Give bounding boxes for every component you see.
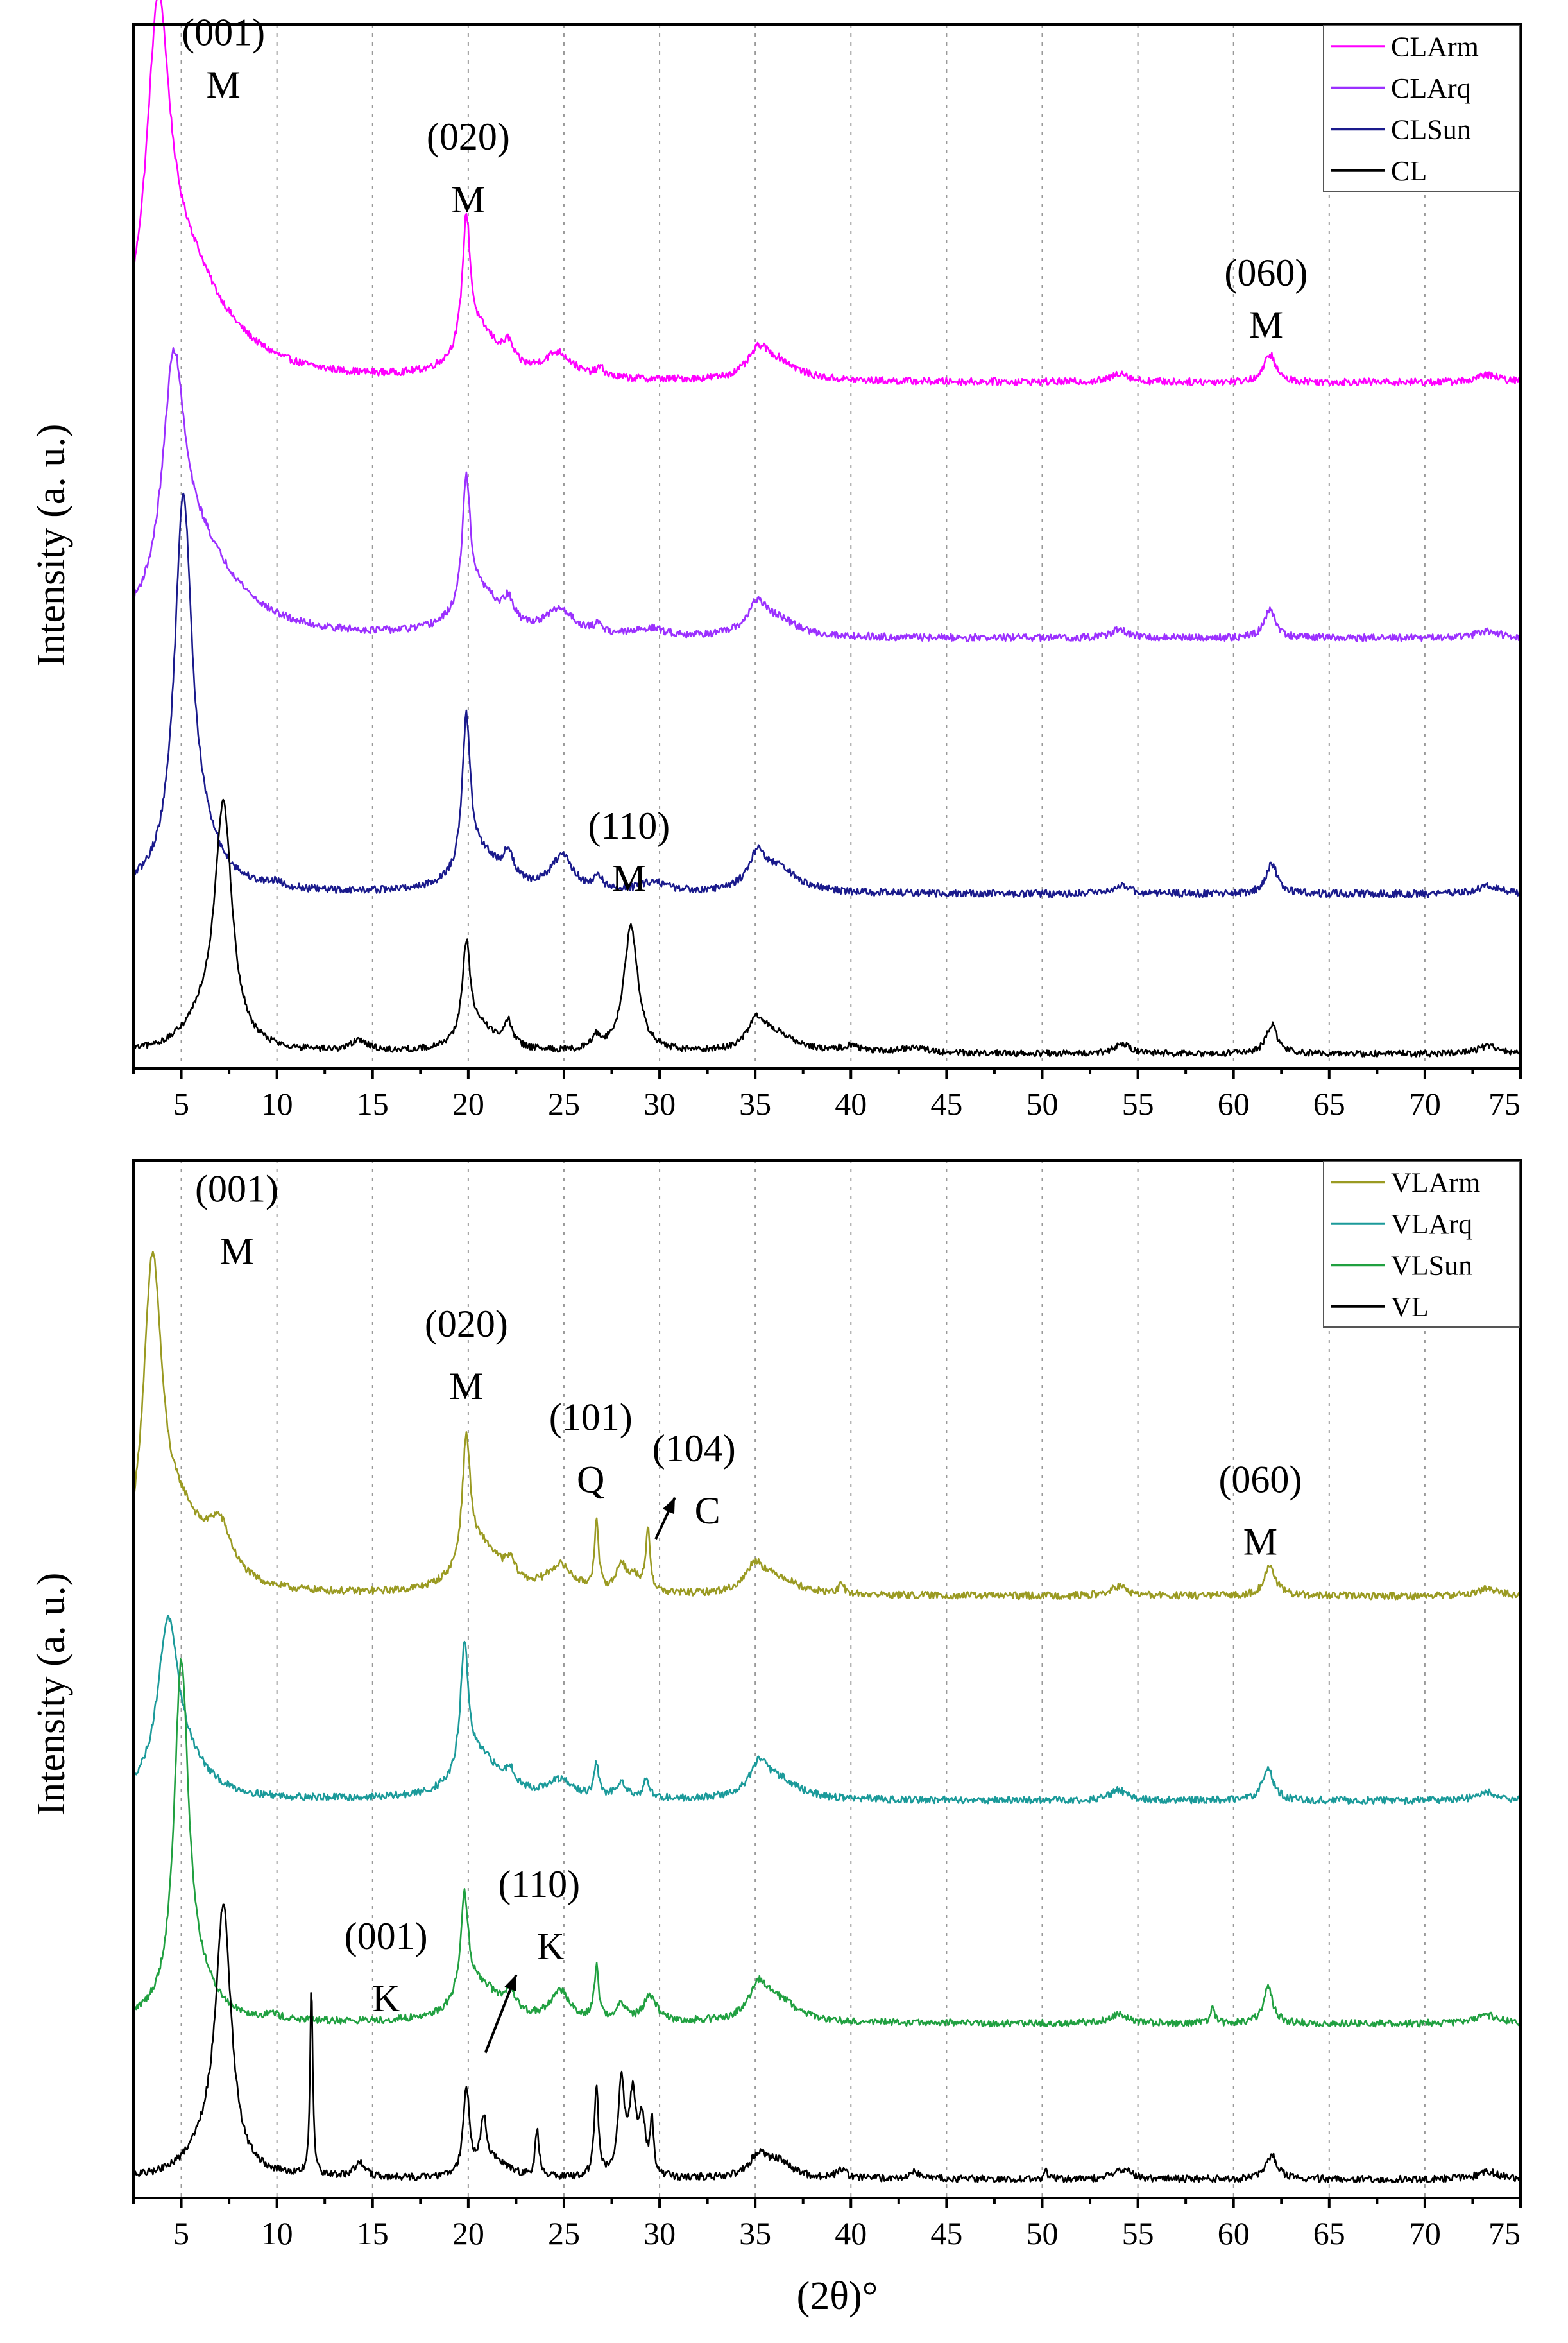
x-tick-label: 35 [739,1086,771,1122]
peak-annotation: (110) [498,1863,580,1905]
x-tick-label: 25 [548,2215,580,2251]
series-line-vlsun [133,1658,1522,2028]
x-tick-label: 30 [643,1086,676,1122]
arrowhead [504,1975,516,1992]
x-tick-label: 15 [357,1086,389,1122]
plot-frame [132,23,1522,1070]
x-tick-label: 40 [835,2215,867,2251]
peak-annotation: M [1249,304,1283,346]
x-tick-label: 65 [1313,2215,1345,2251]
y-axis-label-top: Intensity (a. u.) [30,424,73,667]
peak-annotation: K [536,1925,564,1968]
legend-label-vlsun: VLSun [1391,1249,1472,1281]
peak-annotation: Q [577,1458,604,1500]
series-line-vlarq [132,1615,1522,1805]
legend-label-cl: CL [1391,155,1427,187]
y-axis-label-bottom: Intensity (a. u.) [30,1573,73,1816]
legend-label-vl: VL [1391,1291,1429,1323]
peak-annotation: M [612,857,646,899]
x-tick-label: 60 [1218,1086,1250,1122]
peak-annotation: M [449,1365,483,1407]
x-tick-label: 65 [1313,1086,1345,1122]
legend-label-clsun: CLSun [1391,114,1471,145]
arrowhead [662,1497,675,1515]
peak-annotation: (001) [195,1168,278,1210]
x-tick-label: 75 [1488,1086,1521,1122]
x-tick-label: 50 [1026,2215,1058,2251]
x-tick-label: 70 [1409,2215,1441,2251]
x-tick-label: 60 [1218,2215,1250,2251]
legend-box [1323,1161,1520,1328]
peak-annotation: (001) [345,1915,428,1957]
peak-annotation: M [1243,1520,1277,1563]
series-line-clarm [132,0,1522,387]
legend-label-clarm: CLArm [1391,31,1479,62]
peak-annotation: C [695,1489,720,1532]
x-tick-label: 30 [643,2215,676,2251]
x-axis-label: (2θ)° [797,2274,878,2318]
peak-annotation: (110) [588,805,670,847]
x-tick-label: 20 [452,1086,484,1122]
x-tick-label: 15 [357,2215,389,2251]
peak-annotation: M [206,64,240,106]
peak-annotation: M [451,178,485,221]
x-tick-label: 5 [173,1086,189,1122]
plot-frame [132,1159,1522,2199]
series-line-vlarm [132,1250,1522,1601]
x-tick-label: 70 [1409,1086,1441,1122]
legend-label-vlarm: VLArm [1391,1167,1480,1198]
peak-annotation: (060) [1218,1458,1302,1500]
legend-box [1323,25,1520,192]
peak-annotation: (001) [182,12,265,54]
x-tick-label: 55 [1122,1086,1154,1122]
x-tick-label: 45 [930,1086,962,1122]
x-tick-label: 20 [452,2215,484,2251]
x-tick-label: 10 [261,1086,293,1122]
x-tick-label: 55 [1122,2215,1154,2251]
x-tick-label: 35 [739,2215,771,2251]
series-line-vl [132,1903,1522,2184]
series-line-clarq [132,347,1522,642]
x-tick-label: 25 [548,1086,580,1122]
series-line-cl [133,798,1521,1058]
peak-annotation: (104) [652,1427,736,1470]
peak-annotation: (101) [549,1396,633,1438]
legend-label-vlarq: VLArq [1391,1208,1472,1240]
x-tick-label: 75 [1488,2215,1521,2251]
x-tick-label: 10 [261,2215,293,2251]
peak-annotation: M [219,1230,253,1273]
x-tick-label: 50 [1026,1086,1058,1122]
peak-annotation: (060) [1224,252,1308,294]
peak-annotation: K [372,1977,400,2020]
x-tick-label: 5 [173,2215,189,2251]
x-tick-label: 45 [930,2215,962,2251]
panel-bottom-vl-samples: 5 10 15 20 25 30 35 40 45 50 55 60 65 70 75 (001) M (020)… [132,1159,1522,2251]
peak-annotation: (020) [425,1303,508,1345]
series-line-clsun [132,492,1522,898]
peak-annotation: (020) [427,116,510,158]
panel-top-cl-samples: 5 10 15 20 25 30 35 40 45 50 55 60 65 70 75 (001) M (020)… [132,0,1522,1122]
x-tick-label: 40 [835,1086,867,1122]
legend-label-clarq: CLArq [1391,73,1471,104]
